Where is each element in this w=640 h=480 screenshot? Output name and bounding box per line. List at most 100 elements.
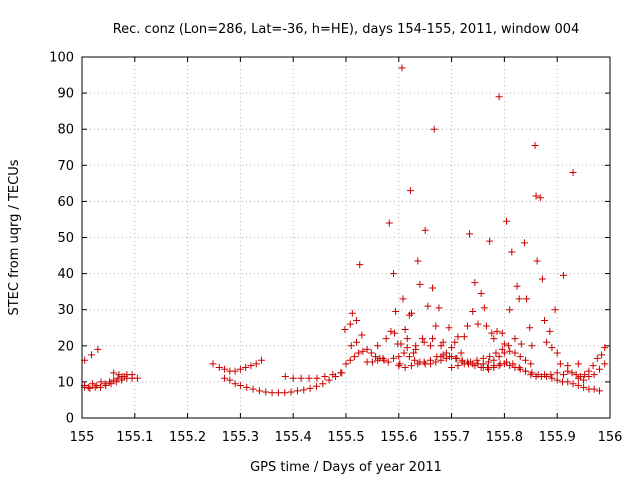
data-point	[569, 169, 577, 177]
data-point	[391, 329, 399, 337]
data-point	[325, 376, 333, 384]
data-point	[115, 371, 123, 379]
data-point	[380, 356, 388, 364]
data-point	[551, 306, 559, 314]
data-point	[353, 317, 361, 325]
x-tick-label: 155.1	[116, 430, 153, 445]
data-point	[448, 363, 456, 371]
data-point	[485, 365, 493, 373]
x-axis-title: GPS time / Days of year 2011	[250, 460, 442, 475]
data-point	[492, 349, 500, 357]
x-tick-label: 155.5	[327, 430, 364, 445]
data-point	[553, 369, 561, 377]
data-point	[120, 372, 128, 380]
data-point	[564, 362, 572, 370]
data-point	[527, 360, 535, 368]
data-point	[359, 347, 367, 355]
data-point	[348, 309, 356, 317]
data-point	[429, 335, 437, 343]
data-point	[531, 141, 539, 149]
data-point	[262, 388, 270, 396]
data-point	[329, 371, 337, 379]
data-point	[407, 309, 415, 317]
data-point	[513, 282, 521, 290]
data-point	[460, 333, 468, 341]
data-point	[439, 351, 447, 359]
data-point	[350, 353, 358, 361]
data-point	[560, 271, 568, 279]
data-point	[293, 387, 301, 395]
data-point	[429, 284, 437, 292]
data-point	[406, 187, 414, 195]
data-point	[412, 342, 420, 350]
data-point	[526, 324, 534, 332]
data-point	[506, 347, 514, 355]
data-point	[255, 387, 263, 395]
data-point	[420, 338, 428, 346]
data-point	[243, 383, 251, 391]
data-point	[574, 382, 582, 390]
data-point	[321, 372, 329, 380]
data-point	[590, 371, 598, 379]
data-point	[500, 349, 508, 357]
data-point	[568, 369, 576, 377]
data-point	[532, 192, 540, 200]
plot-frame	[81, 56, 611, 419]
y-tick-label: 10	[57, 375, 74, 390]
data-point	[118, 376, 126, 384]
data-point	[598, 351, 606, 359]
data-point	[556, 360, 564, 368]
data-point	[107, 380, 115, 388]
data-point	[452, 354, 460, 362]
data-point	[353, 338, 361, 346]
data-point	[467, 358, 475, 366]
data-point	[560, 371, 568, 379]
data-point	[355, 349, 363, 357]
data-point	[281, 372, 289, 380]
data-point	[281, 389, 289, 397]
data-point	[358, 331, 366, 339]
data-point	[572, 371, 580, 379]
data-point	[466, 230, 474, 238]
data-point	[414, 257, 422, 265]
data-point	[337, 369, 345, 377]
data-point	[516, 365, 524, 373]
data-point	[595, 387, 603, 395]
data-point	[226, 376, 234, 384]
data-point	[356, 261, 364, 269]
data-point	[387, 327, 395, 335]
data-point	[546, 327, 554, 335]
data-point	[439, 338, 447, 346]
data-point	[390, 270, 398, 278]
data-point	[509, 360, 517, 368]
data-point	[498, 345, 506, 353]
data-point	[94, 345, 102, 353]
data-point	[420, 358, 428, 366]
data-point	[396, 360, 404, 368]
x-tick-label: 155.3	[222, 430, 259, 445]
data-point	[457, 349, 465, 357]
x-tick-label: 155.6	[380, 430, 417, 445]
data-point	[541, 317, 549, 325]
data-point	[520, 239, 528, 247]
data-point	[505, 342, 513, 350]
data-point	[372, 353, 380, 361]
data-point	[347, 342, 355, 350]
data-point	[528, 369, 536, 377]
data-point	[209, 360, 217, 368]
data-point	[595, 365, 603, 373]
data-point	[485, 358, 493, 366]
y-tick-label: 30	[57, 303, 74, 318]
data-point	[390, 354, 398, 362]
x-tick-label: 155.4	[275, 430, 312, 445]
data-point	[300, 386, 308, 394]
data-point	[463, 322, 471, 330]
data-point	[448, 344, 456, 352]
data-point	[374, 342, 382, 350]
data-point	[536, 194, 544, 202]
data-point	[385, 219, 393, 227]
data-point	[231, 367, 239, 375]
data-point	[515, 295, 523, 303]
data-point	[398, 64, 406, 72]
data-point	[569, 380, 577, 388]
